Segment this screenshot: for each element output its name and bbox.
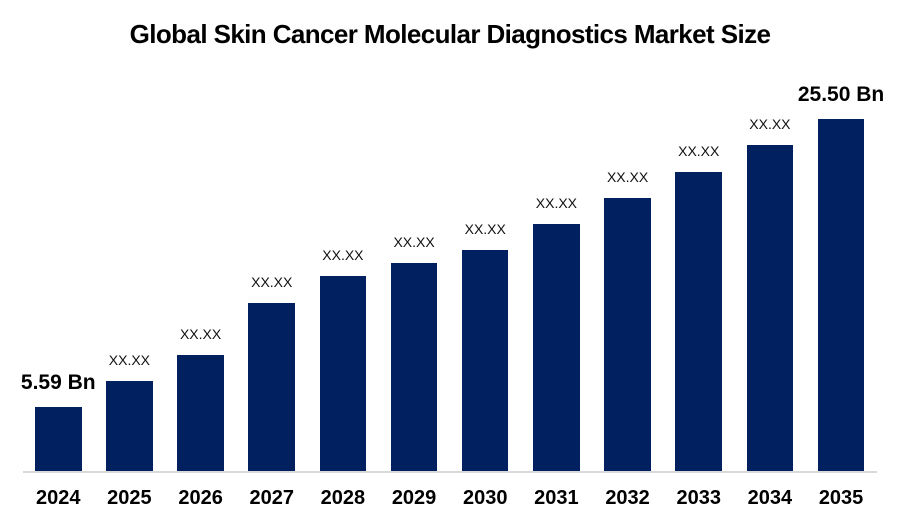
- x-axis-label-2032: 2032: [605, 487, 650, 509]
- x-axis-label-2028: 2028: [320, 487, 366, 509]
- x-axis-label-2030: 2030: [462, 487, 508, 509]
- bar-2024: [35, 407, 82, 471]
- bar-2026: [177, 355, 224, 471]
- value-label-2031: XX.XX: [535, 195, 578, 211]
- bar-2032: [604, 198, 651, 471]
- x-axis-label-2027: 2027: [249, 487, 294, 509]
- value-label-2027: XX.XX: [251, 274, 293, 290]
- value-label-2030: XX.XX: [464, 221, 506, 237]
- bar-2031: [533, 224, 580, 471]
- x-axis-label-2029: 2029: [391, 487, 437, 509]
- value-label-2033: XX.XX: [678, 143, 720, 159]
- bar-2027: [248, 303, 295, 471]
- value-label-2032: XX.XX: [606, 169, 649, 185]
- x-axis-label-2025: 2025: [107, 487, 152, 509]
- x-axis-line: [23, 471, 877, 473]
- bar-2034: [746, 145, 794, 471]
- x-axis-label-2035: 2035: [818, 487, 864, 509]
- value-label-2029: XX.XX: [393, 234, 435, 250]
- x-axis-label-2033: 2033: [676, 487, 721, 509]
- x-axis-label-2024: 2024: [36, 487, 81, 509]
- bar-2030: [461, 250, 509, 471]
- bar-2033: [675, 172, 722, 471]
- value-label-2026: XX.XX: [179, 326, 222, 342]
- chart-title: Global Skin Cancer Molecular Diagnostics…: [129, 19, 771, 49]
- x-axis-label-2031: 2031: [534, 487, 579, 509]
- value-label-2025: XX.XX: [108, 352, 151, 368]
- value-label-2034: XX.XX: [749, 116, 791, 132]
- x-axis-label-2034: 2034: [747, 487, 793, 509]
- value-label-2024: 5.59 Bn: [20, 371, 96, 394]
- bar-2025: [106, 381, 153, 471]
- bar-2028: [319, 276, 367, 471]
- value-label-2028: XX.XX: [322, 247, 364, 263]
- value-label-2035: 25.50 Bn: [797, 83, 885, 106]
- bar-2035: [817, 119, 865, 471]
- bar-2029: [390, 263, 438, 471]
- x-axis-label-2026: 2026: [178, 487, 223, 509]
